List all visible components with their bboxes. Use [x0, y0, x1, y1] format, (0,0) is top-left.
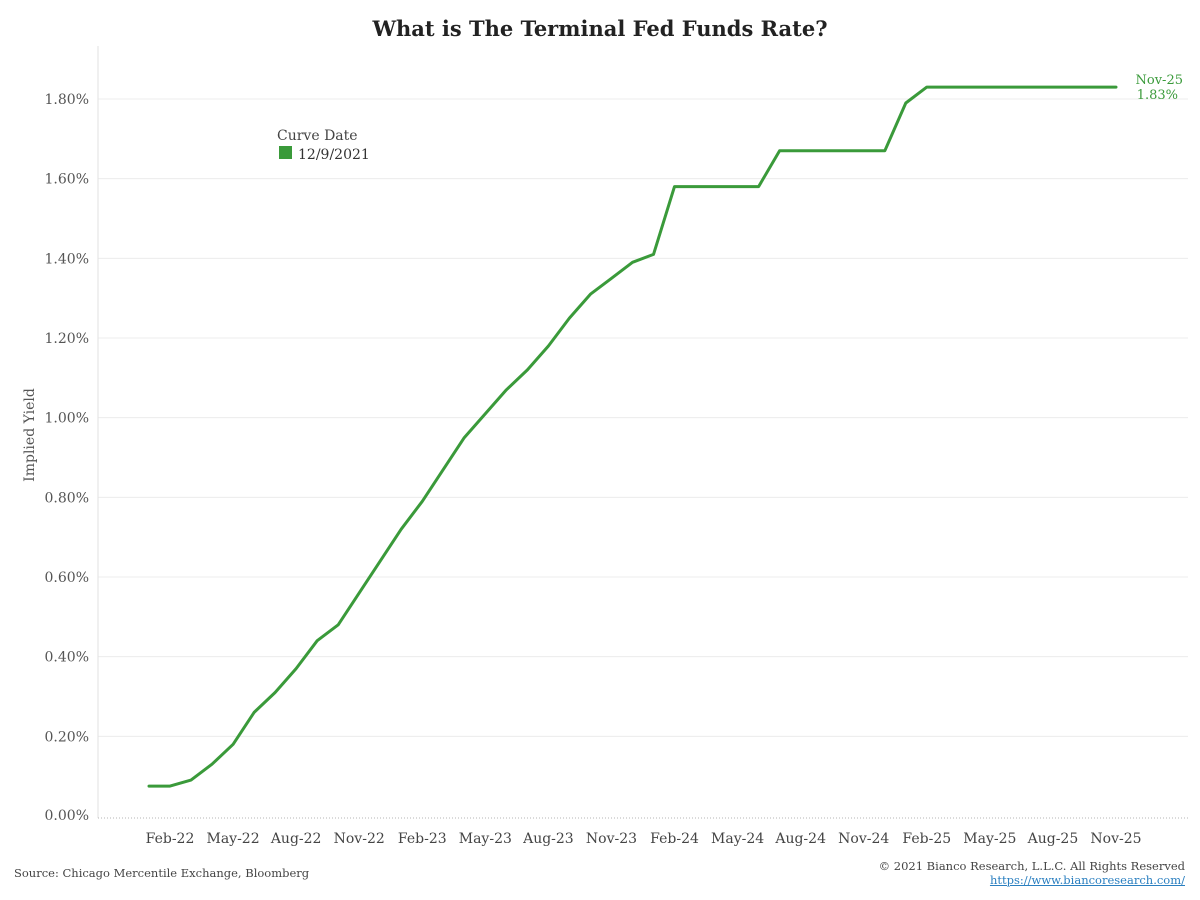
x-tick-label: Aug-22	[270, 831, 322, 847]
end-label-date: Nov-25	[1136, 73, 1183, 88]
legend: Curve Date 12/9/2021	[277, 128, 370, 163]
y-axis-ticks: 0.00% 0.20% 0.40% 0.60% 0.80% 1.00% 1.20% 1.40%…	[45, 92, 89, 824]
y-tick-label: 1.00%	[45, 411, 89, 427]
y-tick-label: 1.60%	[45, 172, 89, 188]
x-tick-label: Feb-24	[650, 831, 699, 847]
x-tick-label: Nov-25	[1090, 831, 1141, 847]
x-tick-label: Nov-24	[838, 831, 889, 847]
axes	[97, 46, 1188, 819]
website-link[interactable]: https://www.biancoresearch.com/	[989, 873, 1185, 887]
y-tick-label: 0.20%	[45, 729, 89, 745]
x-tick-label: Aug-24	[774, 831, 826, 847]
series-layer	[147, 85, 1118, 788]
x-tick-label: May-22	[206, 831, 259, 847]
y-tick-label: 0.40%	[45, 650, 89, 666]
y-tick-label: 1.80%	[45, 92, 89, 108]
x-tick-label: Aug-25	[1027, 831, 1079, 847]
y-tick-label: 0.80%	[45, 490, 89, 506]
legend-entry-label: 12/9/2021	[298, 147, 370, 163]
x-tick-label: Feb-25	[902, 831, 951, 847]
copyright-block: © 2021 Bianco Research, L.L.C. All Right…	[879, 859, 1185, 887]
y-tick-label: 1.40%	[45, 251, 89, 267]
x-tick-label: Feb-23	[398, 831, 447, 847]
chart-title: What is The Terminal Fed Funds Rate?	[372, 16, 828, 41]
end-label-value: 1.83%	[1137, 88, 1178, 103]
x-axis-ticks: Feb-22 May-22 Aug-22 Nov-22 Feb-23 May-23 Aug-…	[146, 831, 1142, 847]
y-tick-label: 0.60%	[45, 570, 89, 586]
x-tick-label: May-24	[711, 831, 764, 847]
source-note: Source: Chicago Mercentile Exchange, Blo…	[14, 866, 310, 880]
y-tick-label: 1.20%	[45, 331, 89, 347]
x-tick-label: Aug-23	[522, 831, 574, 847]
series-line-12-9-2021	[147, 85, 1118, 788]
x-tick-label: Nov-22	[334, 831, 385, 847]
copyright-text: © 2021 Bianco Research, L.L.C. All Right…	[878, 859, 1185, 873]
end-point-annotation: Nov-25 1.83%	[1136, 73, 1183, 103]
x-tick-label: Nov-23	[586, 831, 637, 847]
legend-swatch	[279, 146, 292, 159]
x-tick-label: Feb-22	[146, 831, 195, 847]
x-tick-label: May-25	[963, 831, 1016, 847]
y-axis-label: Implied Yield	[22, 388, 38, 482]
legend-title: Curve Date	[277, 128, 358, 144]
y-tick-label: 0.00%	[45, 808, 89, 824]
x-tick-label: May-23	[459, 831, 512, 847]
gridlines	[98, 98, 1188, 737]
